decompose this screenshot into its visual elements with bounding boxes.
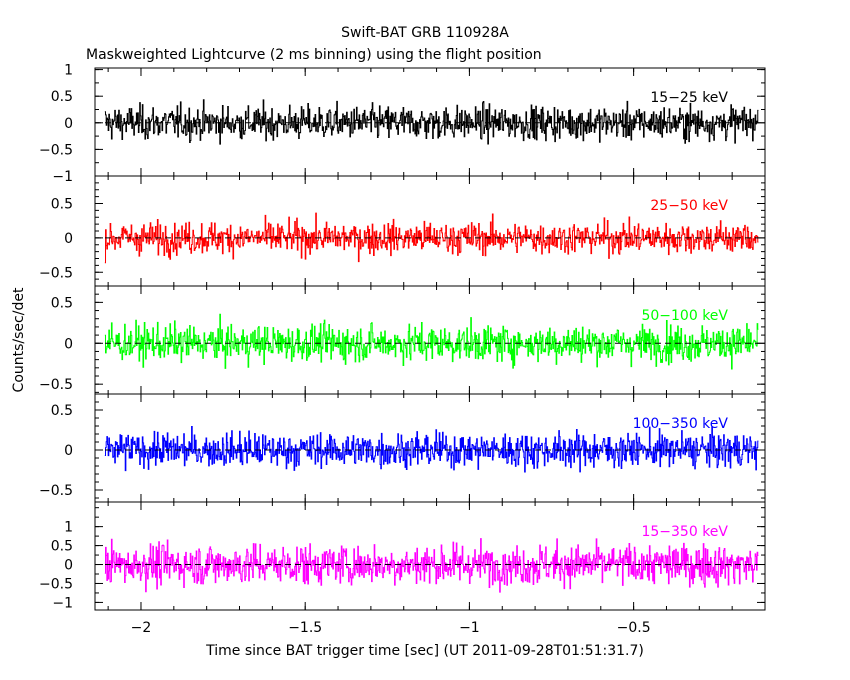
- y-tick-label: 0.5: [51, 295, 73, 311]
- band-label-1: 25−50 keV: [650, 198, 728, 214]
- panel-2: 0.5 0 −0.5 50−100 keV: [39, 285, 766, 395]
- y-tick-label: 1: [64, 63, 73, 79]
- panel-4: 1 0.5 0 −0.5 −1 15−350 keV: [39, 501, 766, 611]
- y-tick-label: 0.5: [51, 197, 73, 213]
- y-tick-label: 0: [64, 558, 73, 574]
- y-tick-label: −0.5: [39, 483, 73, 499]
- x-tick-label: −1.5: [288, 620, 322, 636]
- x-axis-label: Time since BAT trigger time [sec] (UT 20…: [205, 643, 644, 659]
- y-tick-label: 0: [64, 443, 73, 459]
- band-label-2: 50−100 keV: [641, 308, 728, 324]
- panel-0: 1 0.5 0 −0.5 −1 15−25 keV: [39, 63, 766, 185]
- chart-title: Swift-BAT GRB 110928A: [341, 25, 509, 41]
- y-tick-label: −0.5: [39, 377, 73, 393]
- y-tick-label: −1: [52, 169, 73, 185]
- series-line-3: [104, 425, 759, 473]
- y-tick-label: 0.5: [51, 89, 73, 105]
- y-tick-label: −0.5: [39, 142, 73, 158]
- x-tick-label: −0.5: [617, 620, 651, 636]
- y-tick-label: 0: [64, 116, 73, 132]
- band-label-0: 15−25 keV: [650, 90, 728, 106]
- y-tick-label: 0.5: [51, 403, 73, 419]
- band-label-3: 100−350 keV: [633, 416, 729, 432]
- panel-frame: [94, 501, 766, 611]
- y-tick-label: 0: [64, 231, 73, 247]
- panel-1: 0.5 0 −0.5 25−50 keV: [39, 175, 766, 287]
- y-tick-label: 0.5: [51, 539, 73, 555]
- band-label-4: 15−350 keV: [641, 524, 728, 540]
- x-tick-label: −2: [131, 620, 152, 636]
- y-tick-label: −1: [52, 595, 73, 611]
- panel-3: 0.5 0 −0.5 100−350 keV: [39, 393, 766, 503]
- y-tick-label: −0.5: [39, 576, 73, 592]
- chart-subtitle: Maskweighted Lightcurve (2 ms binning) u…: [86, 47, 542, 63]
- series-line-4: [104, 538, 759, 593]
- panel-frame: [94, 285, 766, 395]
- y-tick-label: 0: [64, 336, 73, 352]
- x-tick-label: −1: [459, 620, 480, 636]
- series-line-0: [104, 99, 759, 145]
- series-line-2: [104, 313, 759, 370]
- y-tick-label: −0.5: [39, 265, 73, 281]
- y-tick-label: 1: [64, 520, 73, 536]
- y-axis-label: Counts/sec/det: [11, 287, 27, 392]
